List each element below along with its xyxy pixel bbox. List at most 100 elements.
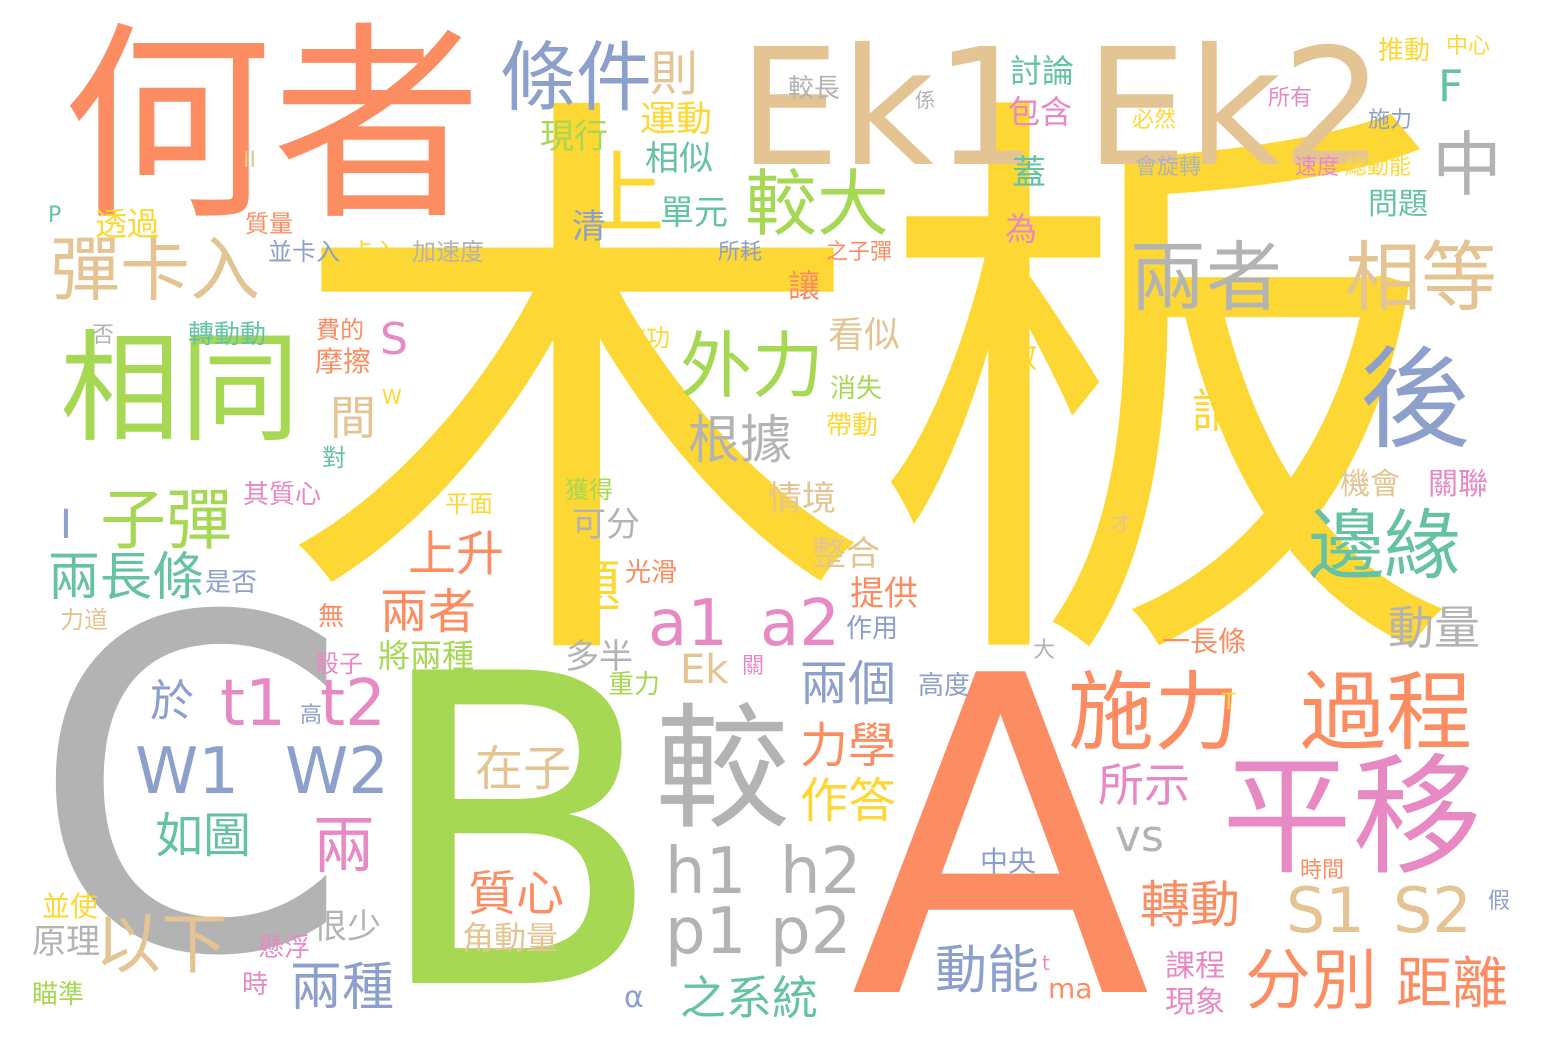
word-h2: h2 <box>780 835 862 909</box>
word-ek: Ek <box>680 647 729 693</box>
word-fou: 否 <box>92 323 115 348</box>
word-ke-fen: 可分 <box>572 505 640 545</box>
word-ji-hui: 機會 <box>1340 467 1400 502</box>
word-gai: 蓋 <box>1012 153 1046 193</box>
word-p-small: P <box>48 203 62 228</box>
word-yi-xia: 以下 <box>95 906 227 983</box>
word-s2: S2 <box>1393 874 1472 947</box>
word-cai: 才 <box>1110 512 1133 537</box>
word-liang-zhe-2: 兩者 <box>380 584 477 640</box>
word-jiang-liang-zhong: 將兩種 <box>378 637 475 675</box>
word-qing-jing: 情境 <box>768 479 836 519</box>
word-jian: 間 <box>330 391 376 445</box>
word-a1: a1 <box>648 587 728 661</box>
word-i: I <box>60 502 72 548</box>
word-zuo: 做 <box>1005 337 1038 375</box>
word-xiang-si: 相似 <box>645 139 713 179</box>
word-vs: vs <box>1115 811 1164 862</box>
word-xuan-fu: 懸浮 <box>258 933 311 963</box>
word-ke-cheng: 課程 <box>1165 949 1225 984</box>
word-gen-ju: 根據 <box>688 411 793 471</box>
word-ping-mian: 平面 <box>445 490 493 518</box>
word-hui-xuan-zhuan: 會旋轉 <box>1135 155 1202 180</box>
word-duo-ban: 多半 <box>565 637 633 677</box>
word-zuo-yong: 作用 <box>846 614 899 644</box>
word-zhuan-dong: 轉動 <box>1140 876 1240 934</box>
word-qi-zhi-xin: 其質心 <box>243 480 322 510</box>
word-guan-lian: 關聯 <box>1428 467 1488 502</box>
word-yi-chang-tiao: 一長條 <box>1162 625 1247 658</box>
word-guo-cheng: 過程 <box>1300 663 1472 763</box>
word-bian-yuan: 邊緣 <box>1308 501 1460 590</box>
word-shi-jian: 時間 <box>1300 858 1345 883</box>
word-liang-zhe-1: 兩者 <box>1130 233 1282 322</box>
word-dong-neng: 動能 <box>935 941 1040 1001</box>
word-yun-dong: 運動 <box>640 99 713 140</box>
word-yuan-li: 原理 <box>32 922 100 962</box>
word-xiang-deng: 相等 <box>1345 233 1497 322</box>
word-liang-ge: 兩個 <box>800 656 897 712</box>
word-su-du: 速度 <box>1295 155 1340 180</box>
word-jiao-chang: 較長 <box>788 74 841 104</box>
word-ru-tu: 如圖 <box>155 808 252 864</box>
word-ju-li: 距離 <box>1396 952 1508 1017</box>
word-qing: 請 <box>1192 384 1238 438</box>
word-zai-zi: 在子 <box>475 741 572 797</box>
word-ze: 則 <box>650 46 699 102</box>
word-zong-dong-neng: 總動能 <box>1345 155 1412 180</box>
word-f: F <box>1438 61 1464 112</box>
word-a2: a2 <box>760 587 840 661</box>
word-yu: 於 <box>150 676 194 727</box>
word-wei: 為 <box>1005 210 1038 248</box>
word-xian-xiang: 現象 <box>1165 985 1225 1020</box>
word-ii: II <box>243 148 256 173</box>
word-tou-zi: 骰子 <box>315 650 363 678</box>
word-zuo-gong: 作功 <box>622 324 670 352</box>
word-jia: 假 <box>1488 889 1511 914</box>
word-alpha: α <box>624 980 644 1015</box>
word-zhuan-dong-dong: 轉動動 <box>188 320 267 350</box>
word-suo-shi: 所示 <box>1098 758 1190 812</box>
word-a: A <box>850 584 1151 1052</box>
word-bi-ran: 必然 <box>1132 108 1177 133</box>
word-miao-zhun: 瞄準 <box>32 980 85 1010</box>
word-fei-de: 費的 <box>316 316 364 344</box>
word-xiang-tong: 相同 <box>60 320 300 459</box>
word-ti: 題 <box>565 555 621 620</box>
word-gao-du: 高度 <box>918 671 971 701</box>
word-w2: W2 <box>285 735 389 809</box>
word-bing-shi: 並使 <box>42 890 99 923</box>
word-gao: 高 <box>300 703 323 728</box>
word-w-small: W <box>382 385 402 409</box>
word-xian-xing: 現行 <box>540 117 608 157</box>
word-wai-li: 外力 <box>680 324 825 408</box>
word-shi-li: 施力 <box>1068 663 1240 763</box>
word-hen-shao: 很少 <box>313 907 381 947</box>
word-t-cap: T <box>1222 690 1236 715</box>
word-shi-fou: 是否 <box>205 568 258 598</box>
word-zhi-xin: 質心 <box>468 866 565 922</box>
word-dan-yuan: 單元 <box>660 193 728 233</box>
word-zuo-da: 作答 <box>800 773 897 829</box>
word-zhi-xi-tong: 之系統 <box>680 971 818 1025</box>
word-bao-han: 包含 <box>1008 93 1073 131</box>
word-c: C <box>30 522 352 1052</box>
word-guan: 關 <box>742 654 765 679</box>
word-fen-bie: 分別 <box>1245 942 1377 1019</box>
word-ping-yi: 平移 <box>1222 741 1483 893</box>
word-dong-liang: 動量 <box>1388 601 1480 655</box>
word-wu: 無 <box>318 602 345 632</box>
word-jiao: 較 <box>655 691 790 848</box>
word-guang-hua: 光滑 <box>625 558 678 588</box>
word-liang-chang-tiao: 兩長條 <box>48 548 205 608</box>
word-suo-hao: 所耗 <box>718 240 763 265</box>
word-li-xue: 力學 <box>800 718 897 774</box>
word-li-dao: 力道 <box>60 606 108 634</box>
word-da: 大 <box>1033 638 1056 663</box>
word-h1: h1 <box>665 835 747 909</box>
word-tou-guo: 透過 <box>95 205 160 243</box>
word-zhong-xin: 中心 <box>1446 34 1491 59</box>
word-t-small: t <box>1042 951 1050 975</box>
word-mu-ban: 木板 <box>282 51 1462 738</box>
